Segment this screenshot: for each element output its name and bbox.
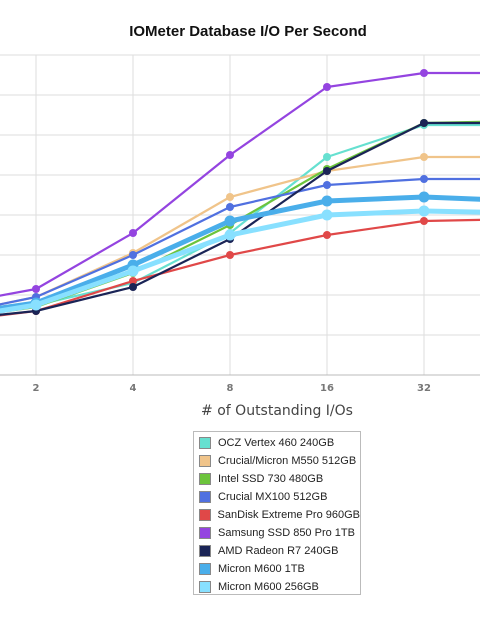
legend-item: Crucial MX100 512GB — [199, 488, 360, 506]
data-point — [420, 217, 428, 225]
x-tick-label: 4 — [130, 383, 137, 394]
x-axis-label: # of Outstanding I/Os — [201, 403, 353, 419]
series-layer — [0, 69, 480, 317]
data-point — [226, 151, 234, 159]
chart-legend: OCZ Vertex 460 240GB Crucial/Micron M550 … — [193, 431, 361, 595]
legend-item: Micron M600 256GB — [199, 578, 360, 596]
data-point — [323, 181, 331, 189]
legend-swatch — [199, 527, 211, 539]
data-point — [323, 231, 331, 239]
data-point — [32, 285, 40, 293]
series-line — [0, 71, 480, 297]
legend-label: Micron M600 1TB — [218, 563, 305, 575]
data-point — [226, 193, 234, 201]
legend-label: Intel SSD 730 480GB — [218, 473, 324, 485]
data-point — [323, 83, 331, 91]
legend-swatch — [199, 491, 211, 503]
legend-item: AMD Radeon R7 240GB — [199, 542, 360, 560]
data-point — [420, 119, 428, 127]
legend-swatch — [199, 437, 211, 449]
series-8 — [0, 205, 480, 314]
data-point — [226, 203, 234, 211]
x-tick-label: 8 — [227, 383, 234, 394]
data-point — [30, 299, 42, 311]
x-tick-label: 2 — [33, 383, 40, 394]
legend-item: Samsung SSD 850 Pro 1TB — [199, 524, 360, 542]
x-axis-tick-labels: 2 4 8 16 32 — [33, 383, 431, 394]
legend-item: Micron M600 1TB — [199, 560, 360, 578]
series-line — [0, 208, 480, 314]
data-point — [129, 277, 137, 285]
grid — [0, 54, 480, 376]
legend-label: SanDisk Extreme Pro 960GB — [217, 509, 360, 521]
legend-swatch — [199, 509, 211, 521]
data-point — [321, 195, 333, 207]
data-point — [226, 251, 234, 259]
legend-swatch — [199, 563, 211, 575]
x-tick-label: 32 — [417, 383, 431, 394]
legend-label: Crucial MX100 512GB — [218, 491, 328, 503]
data-point — [420, 69, 428, 77]
data-point — [420, 153, 428, 161]
legend-swatch — [199, 455, 211, 467]
legend-swatch — [199, 545, 211, 557]
data-point — [323, 153, 331, 161]
data-point — [129, 283, 137, 291]
data-point — [129, 251, 137, 259]
legend-swatch — [199, 473, 211, 485]
data-point — [224, 229, 236, 241]
legend-item: Intel SSD 730 480GB — [199, 470, 360, 488]
data-point — [321, 209, 333, 221]
legend-item: Crucial/Micron M550 512GB — [199, 452, 360, 470]
legend-label: OCZ Vertex 460 240GB — [218, 437, 335, 449]
x-tick-label: 16 — [320, 383, 334, 394]
data-point — [418, 191, 430, 203]
data-point — [420, 175, 428, 183]
chart-title: IOMeter Database I/O Per Second — [129, 23, 367, 40]
legend-swatch — [199, 581, 211, 593]
legend-label: Crucial/Micron M550 512GB — [218, 455, 357, 467]
legend-label: Micron M600 256GB — [218, 581, 319, 593]
series-5 — [0, 69, 480, 297]
legend-item: SanDisk Extreme Pro 960GB — [199, 506, 360, 524]
data-point — [418, 205, 430, 217]
legend-item: OCZ Vertex 460 240GB — [199, 434, 360, 452]
data-point — [129, 229, 137, 237]
series-3 — [0, 175, 480, 306]
legend-label: AMD Radeon R7 240GB — [218, 545, 339, 557]
data-point — [127, 265, 139, 277]
legend-label: Samsung SSD 850 Pro 1TB — [218, 527, 355, 539]
data-point — [224, 215, 236, 227]
data-point — [323, 167, 331, 175]
